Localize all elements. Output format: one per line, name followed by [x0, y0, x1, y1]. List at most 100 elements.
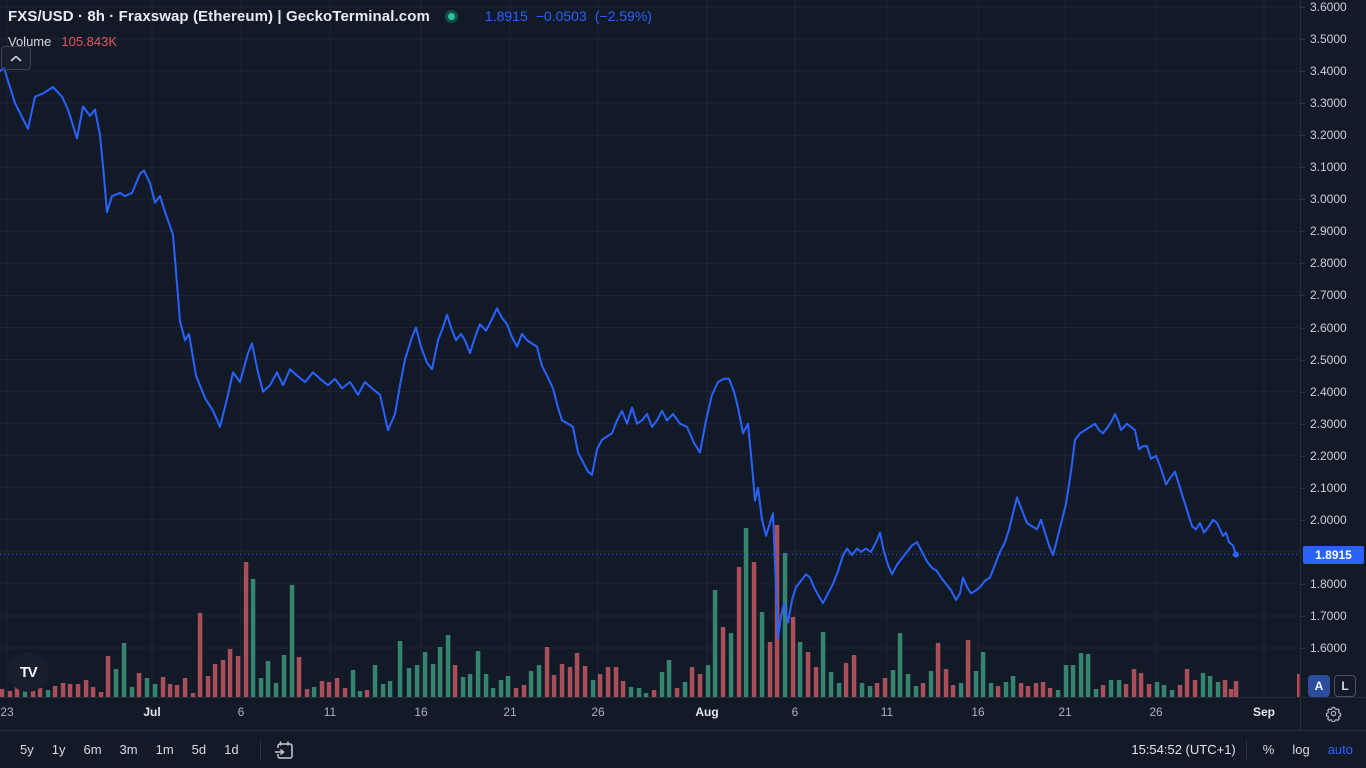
volume-bar: [689, 667, 695, 697]
volume-bar: [1070, 665, 1076, 697]
volume-bar: [406, 668, 412, 697]
volume-bar: [121, 643, 127, 697]
symbol-title[interactable]: FXS/USD · 8h · Fraxswap (Ethereum) | Gec…: [8, 7, 430, 25]
volume-bar: [483, 674, 489, 697]
volume-bar: [958, 683, 964, 697]
volume-bar: [1063, 665, 1069, 697]
volume-bar: [205, 676, 211, 697]
volume-bar: [820, 632, 826, 697]
volume-bar: [75, 684, 81, 697]
volume-bar: [1184, 669, 1190, 697]
percent-scale-toggle[interactable]: %: [1262, 742, 1275, 757]
volume-bar: [1161, 685, 1167, 697]
range-button-1d[interactable]: 1d: [224, 742, 239, 757]
volume-bar: [437, 647, 443, 697]
auto-scale-button[interactable]: A: [1308, 675, 1330, 697]
price-axis-tick: [1301, 615, 1305, 617]
gear-icon[interactable]: [1325, 705, 1342, 722]
volume-bar: [67, 684, 73, 697]
price-axis-label: 2.9000: [1310, 224, 1347, 239]
log-scale-button[interactable]: L: [1334, 675, 1356, 697]
volume-bar: [144, 678, 150, 697]
volume-bar: [651, 690, 657, 697]
volume-bar: [296, 657, 302, 697]
volume-bar: [767, 642, 773, 697]
volume-bar: [544, 647, 550, 697]
range-button-3m[interactable]: 3m: [119, 742, 138, 757]
range-button-6m[interactable]: 6m: [83, 742, 102, 757]
range-button-1y[interactable]: 1y: [51, 742, 66, 757]
volume-bar: [83, 680, 89, 697]
log-scale-toggle[interactable]: log: [1292, 742, 1310, 757]
volume-bar: [1018, 683, 1024, 697]
range-button-5y[interactable]: 5y: [20, 742, 34, 757]
volume-bar: [1055, 690, 1061, 697]
volume-bar: [697, 674, 703, 697]
price-axis-tick: [1301, 487, 1305, 489]
volume-bar: [851, 655, 857, 697]
volume-bar: [197, 613, 203, 697]
price-axis-tick: [1301, 231, 1305, 233]
price-axis-label: 1.6000: [1310, 641, 1347, 655]
time-axis-label: 16: [971, 705, 985, 719]
volume-bar: [7, 691, 13, 697]
volume-bar: [1078, 653, 1084, 697]
volume-bar: [682, 682, 688, 697]
volume-bar: [666, 660, 672, 697]
price-axis-tick: [1301, 135, 1305, 137]
volume-bar: [113, 669, 119, 697]
chart-canvas[interactable]: [0, 0, 1300, 697]
range-button-5d[interactable]: 5d: [191, 742, 207, 757]
volume-bar: [350, 670, 356, 697]
volume-bar: [759, 612, 765, 697]
volume-bar: [14, 687, 20, 697]
time-axis-label: 11: [880, 705, 894, 719]
legend: FXS/USD · 8h · Fraxswap (Ethereum) | Gec…: [8, 6, 652, 50]
time-axis-label: 16: [414, 705, 428, 719]
last-price-marker: [1233, 551, 1239, 558]
price-axis[interactable]: 1.8915 A L 3.6000 3.5000 3.4000 3.3000 3.200…: [1300, 0, 1366, 730]
toolbar-divider: [1245, 739, 1247, 760]
volume-indicator-label[interactable]: Volume: [8, 33, 52, 49]
price-axis-tick: [1301, 263, 1305, 265]
volume-bar: [342, 688, 348, 697]
go-to-date-button[interactable]: [271, 737, 297, 763]
toolbar-divider: [259, 739, 261, 760]
price-axis-tick: [1301, 327, 1305, 329]
volume-bar: [1100, 685, 1106, 697]
volume-bar: [551, 675, 557, 697]
volume-bar: [243, 562, 249, 697]
price-axis-label: 2.3000: [1310, 416, 1347, 431]
price-change: −0.0503: [535, 8, 587, 24]
tradingview-logo[interactable]: TV: [8, 652, 48, 692]
axis-settings-corner: [1300, 697, 1366, 730]
time-axis-label: Jul: [143, 705, 161, 719]
price-axis-label: 2.2000: [1310, 448, 1347, 463]
volume-bar: [920, 683, 926, 697]
volume-bar: [60, 683, 66, 697]
volume-bar: [897, 633, 903, 697]
auto-scale-toggle[interactable]: auto: [1327, 742, 1353, 757]
volume-bar: [728, 633, 734, 697]
range-button-1m[interactable]: 1m: [155, 742, 174, 757]
volume-bar: [227, 649, 233, 697]
time-axis[interactable]: 23 Jul 6 11 16 21 26 Aug 6 11 16 21 26 Sep: [0, 697, 1366, 730]
time-axis-label: Aug: [695, 705, 719, 719]
volume-bar: [1154, 682, 1160, 697]
collapse-legend-button[interactable]: [1, 46, 31, 70]
volume-bar: [1228, 689, 1234, 697]
price-axis-label: 3.6000: [1310, 0, 1347, 14]
price-axis-tick: [1301, 71, 1305, 73]
session-clock[interactable]: 15:54:52 (UTC+1): [1131, 742, 1236, 757]
volume-bar: [445, 635, 451, 697]
volume-bar: [1169, 690, 1175, 697]
price-axis-label: 2.0000: [1310, 512, 1347, 527]
volume-bar: [235, 656, 241, 697]
volume-bar: [364, 690, 370, 697]
volume-bar: [528, 671, 534, 697]
volume-bar: [1222, 680, 1228, 697]
volume-bar: [950, 685, 956, 697]
volume-bar: [319, 681, 325, 697]
volume-bar: [289, 585, 295, 697]
